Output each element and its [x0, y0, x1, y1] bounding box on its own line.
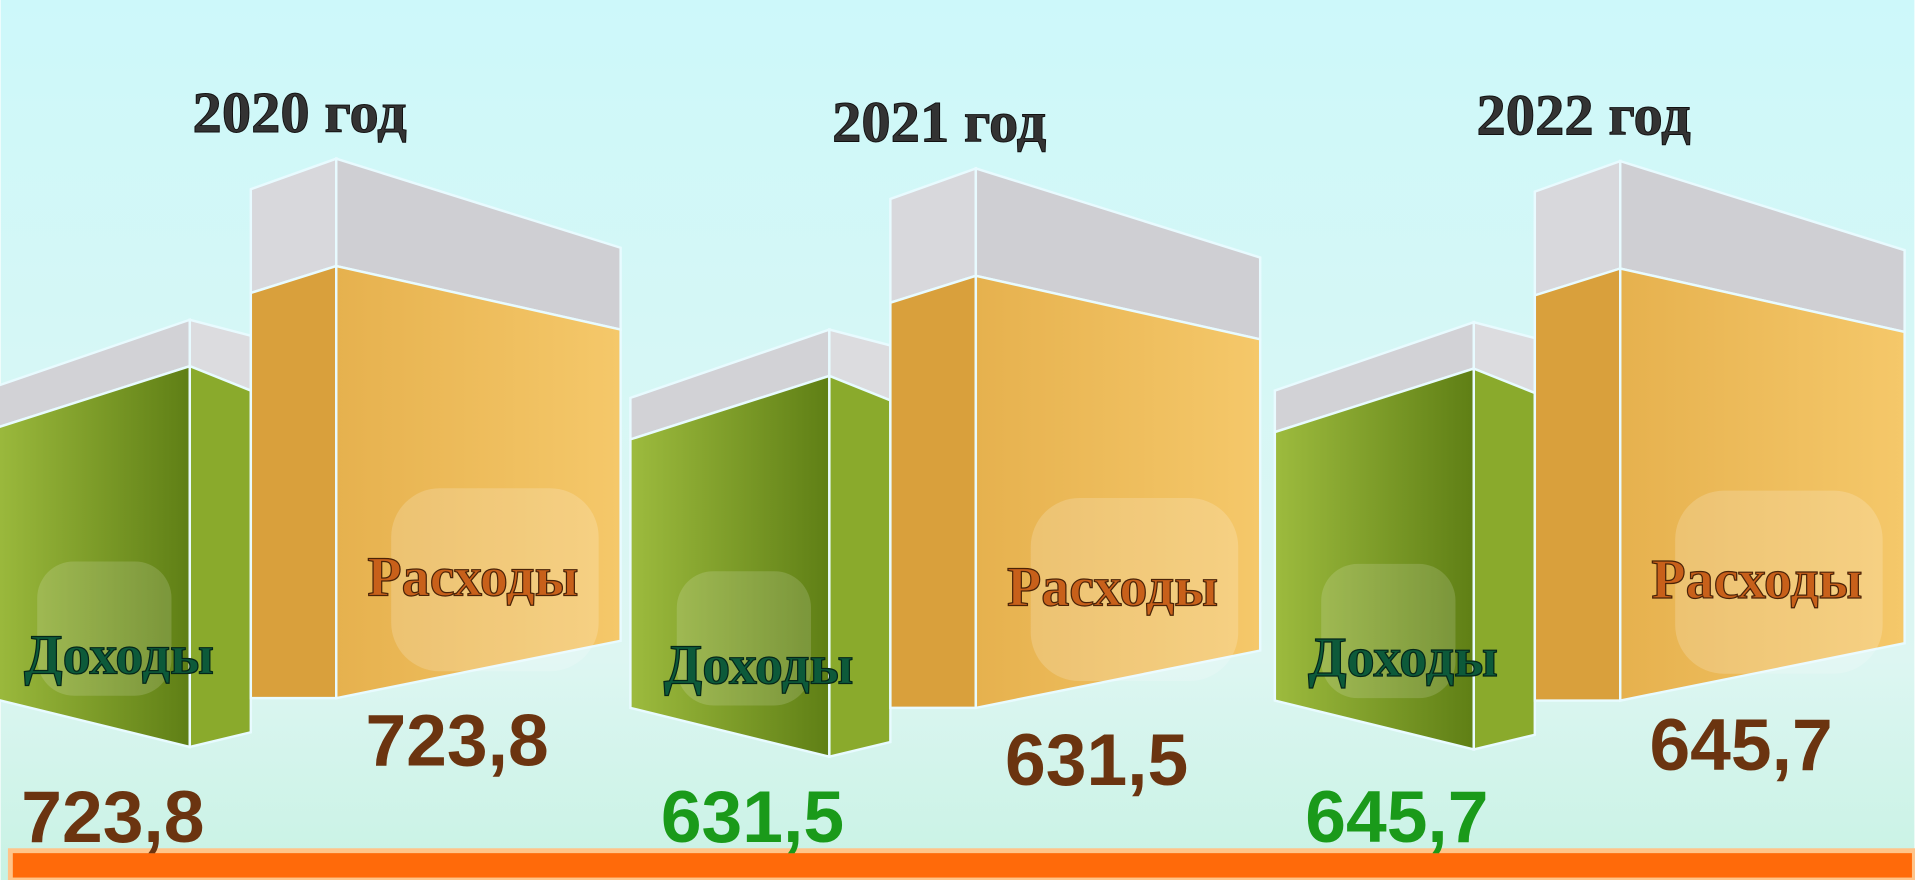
expense-label: Расходы	[367, 547, 578, 609]
income-box-side	[828, 374, 892, 759]
income-value: 723,8	[21, 776, 204, 858]
expense-value: 723,8	[365, 699, 548, 781]
year-group: 2021 год Доходы Расходы 631,5 631,5	[629, 89, 1262, 858]
footer-bar	[7, 848, 1915, 880]
income-label: Доходы	[664, 634, 854, 696]
purse-icon	[1030, 497, 1239, 682]
expense-box-side	[1533, 266, 1622, 702]
year-title: 2022 год	[1477, 82, 1691, 147]
year-title: 2021 год	[832, 90, 1046, 155]
expense-label: Расходы	[1651, 549, 1862, 611]
income-label: Доходы	[1308, 627, 1498, 689]
income-value: 645,7	[1305, 776, 1488, 858]
year-group: 2022 год Доходы Расходы 645,7 645,7	[1273, 82, 1906, 858]
year-title: 2020 год	[193, 80, 407, 145]
income-label: Доходы	[24, 625, 214, 687]
purse-icon	[1675, 490, 1883, 674]
purse-icon	[37, 561, 172, 696]
expense-box-side	[249, 264, 338, 700]
year-group: 2020 год Доходы Расходы 723,8 723,8	[0, 79, 622, 858]
expense-box	[974, 274, 1262, 710]
content: 2020 год Доходы Расходы 723,8 723,8 2021 год Д…	[0, 79, 1906, 858]
expense-box	[335, 264, 622, 700]
expense-value: 631,5	[1005, 719, 1188, 801]
expense-value: 645,7	[1649, 704, 1832, 786]
income-value: 631,5	[661, 776, 844, 858]
purse-icon	[676, 571, 812, 706]
expense-box-side	[889, 274, 978, 710]
income-box-side	[1472, 366, 1537, 751]
expense-label: Расходы	[1007, 556, 1218, 618]
expense-box	[1619, 266, 1906, 703]
purse-icon	[391, 488, 599, 672]
purse-icon	[1321, 563, 1456, 699]
income-box-side	[188, 364, 253, 749]
